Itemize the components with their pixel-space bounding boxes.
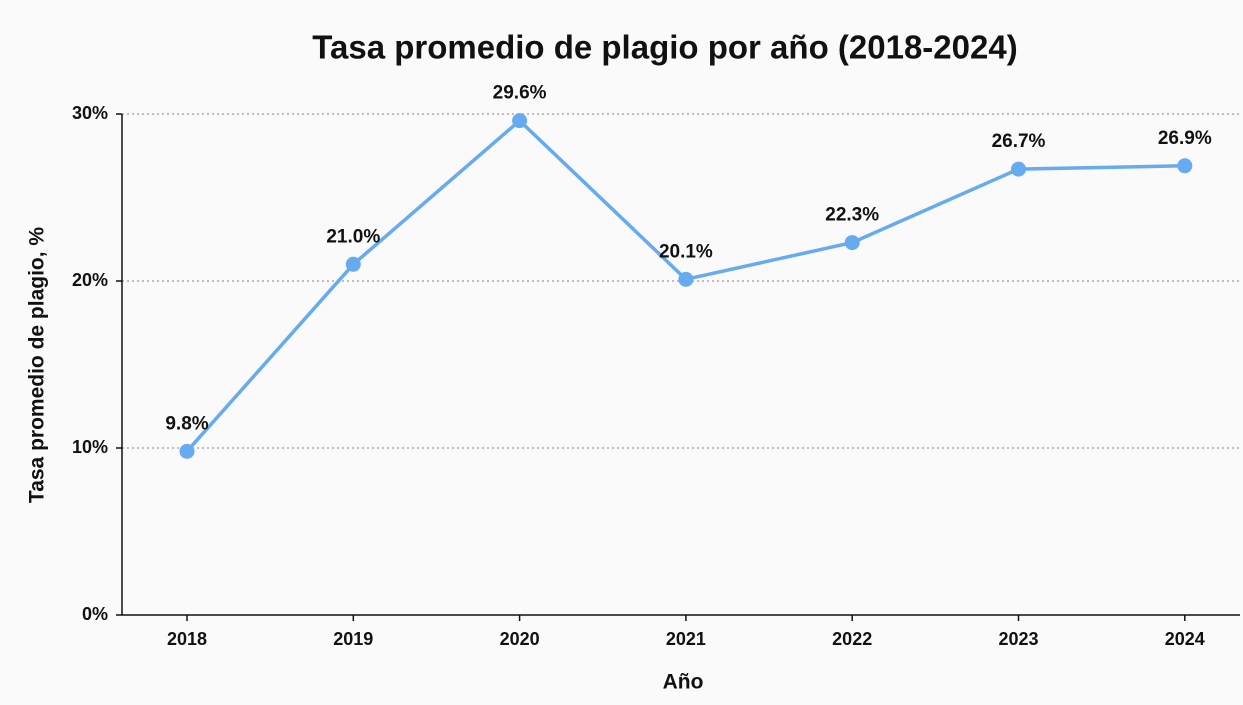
y-tick-label: 0% <box>82 604 108 624</box>
x-tick-label: 2023 <box>998 629 1038 649</box>
point <box>512 113 528 129</box>
data-label: 26.9% <box>1158 128 1212 149</box>
data-label: 20.1% <box>659 241 713 262</box>
point <box>1011 161 1026 177</box>
x-tick-label: 2018 <box>167 629 207 649</box>
data-label: 29.6% <box>493 83 547 104</box>
point <box>1177 158 1193 174</box>
x-tick-label: 2021 <box>666 629 706 649</box>
data-label: 26.7% <box>992 131 1046 152</box>
point <box>345 256 361 272</box>
data-label: 22.3% <box>825 205 879 226</box>
data-label: 21.0% <box>326 226 380 247</box>
chart-title: Tasa promedio de plagio por año (2018-20… <box>312 29 1017 66</box>
y-tick-label: 30% <box>72 103 108 123</box>
x-tick-label: 2022 <box>832 629 872 649</box>
point <box>844 235 860 251</box>
x-tick-label: 2024 <box>1165 629 1205 649</box>
x-tick-label: 2019 <box>333 629 373 649</box>
point <box>678 271 694 287</box>
x-tick-label: 2020 <box>500 629 540 649</box>
y-tick-label: 10% <box>72 437 108 457</box>
data-label: 9.8% <box>165 413 208 434</box>
y-axis-label: Tasa promedio de plagio, % <box>26 227 49 503</box>
point <box>179 443 195 459</box>
y-tick-label: 20% <box>72 270 108 290</box>
x-axis-label: Año <box>663 671 704 694</box>
